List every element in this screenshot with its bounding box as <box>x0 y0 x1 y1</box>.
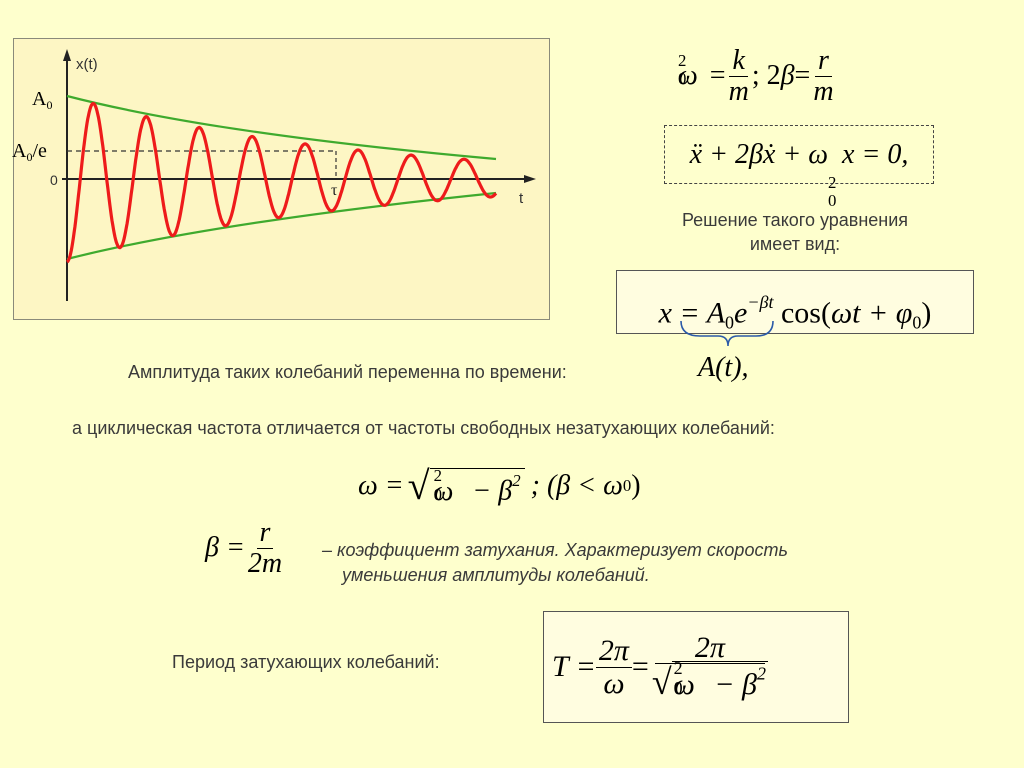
solution-line-2: имеет вид: <box>749 234 841 254</box>
damping-coefficient-text: – коэффициент затухания. Характеризует с… <box>322 538 788 588</box>
f4-omega: ω = <box>358 470 404 501</box>
graph-svg: x(t) t 0 τ <box>50 49 536 301</box>
f4-omega0-base: ω <box>433 475 454 507</box>
f6-omega: ω <box>603 666 625 700</box>
f6-eq: = <box>631 650 649 683</box>
f5-r: r <box>256 518 274 549</box>
a0-label-text: A <box>32 88 47 110</box>
f5-frac: r 2m <box>245 518 285 578</box>
a0e-label-sub: 0 <box>26 150 33 165</box>
coeff-line-2: уменьшения амплитуды колебаний. <box>342 565 650 585</box>
damped-oscillation-graph: x(t) t 0 τ <box>13 38 550 320</box>
lower-envelope <box>66 191 497 261</box>
f1-eq2: = <box>794 60 811 91</box>
solution-line-1: Решение такого уравнения <box>681 210 909 230</box>
f4-close: ) <box>631 470 641 501</box>
f1-sep: ; 2 <box>751 60 781 91</box>
amplitude-at-label: A(t), <box>698 352 749 383</box>
formula-solution: x = A0e−βt cos(ωt + φ0) <box>616 270 974 334</box>
f6-2pi: 2π <box>595 635 632 668</box>
f3-arg: ωt + φ <box>830 296 913 330</box>
f3-e: e <box>734 296 748 330</box>
a0-label-sub: 0 <box>46 98 53 113</box>
f2-part1: ẍ + 2βẋ + ω <box>689 139 829 170</box>
amplitude-underbrace <box>680 320 774 347</box>
f4-sqrt-sign: √ <box>407 463 430 508</box>
a0e-label-a: A <box>12 140 27 162</box>
f3-cos: cos( <box>773 296 831 330</box>
f3-close: ) <box>921 296 932 330</box>
f6-2pi-b: 2π <box>654 632 765 665</box>
upper-envelope <box>66 94 497 161</box>
f1-omega: ω <box>678 60 698 91</box>
coeff-line-1: – коэффициент затухания. Характеризует с… <box>322 540 788 560</box>
f4-sup: 2 <box>433 466 443 486</box>
f6-root-omega: ω <box>673 668 695 702</box>
f1-omega-sup: 2 <box>678 50 687 70</box>
f2-part2: x = 0, <box>842 139 909 170</box>
tau-label: τ <box>331 182 338 199</box>
formula-period: T = 2π ω = 2π √ω 2 0 − β2 <box>543 611 849 723</box>
period-text: Период затухающих колебаний: <box>172 652 440 672</box>
f2-sup: 2 <box>828 172 837 192</box>
f1-omega-sub: 0 <box>678 69 687 89</box>
a0e-label-b: /e <box>32 140 47 162</box>
damped-curve <box>66 101 498 264</box>
f4-minus: − β <box>465 475 513 507</box>
f6-den: √ω 2 0 − β2 <box>649 659 771 703</box>
solution-text: Решение такого уравнения имеет вид: <box>610 208 980 256</box>
f6-frac2: 2π √ω 2 0 − β2 <box>649 632 771 702</box>
f2-sub: 0 <box>828 191 837 211</box>
a0-label: A0 <box>32 88 52 113</box>
x-axis-arrow <box>524 175 536 183</box>
f1-m: m <box>728 75 749 107</box>
f6-frac1: 2π ω <box>595 635 632 700</box>
f4-condsub: 0 <box>622 476 632 495</box>
y-axis-arrow <box>63 49 71 61</box>
f6-root-sup: 2 <box>673 658 683 679</box>
y-axis-label: x(t) <box>76 56 98 73</box>
f1-eq: = <box>709 60 726 91</box>
f6-root-sub: 0 <box>673 678 683 699</box>
f3-part1: x = A <box>658 296 726 330</box>
formula-beta: β = r 2m <box>205 514 285 582</box>
f1-r: r <box>815 46 832 77</box>
f1-m2: m <box>813 75 834 107</box>
amplitude-text: Амплитуда таких колебаний переменна по в… <box>128 362 567 382</box>
f1-beta: β <box>780 60 795 91</box>
f6-root-minus: − β <box>706 668 757 702</box>
f3-exp: −βt <box>747 292 774 312</box>
f4-cond: ; (β < ω <box>530 470 623 501</box>
a0e-label: A0/e <box>12 140 47 165</box>
f5-beta: β = <box>205 532 245 563</box>
cyclic-frequency-text: а циклическая частота отличается от част… <box>72 418 775 438</box>
f4-sup2: 2 <box>512 471 521 491</box>
f1-k: k <box>729 46 748 77</box>
f6-sqrt-sign: √ <box>651 662 672 703</box>
f5-2m: 2m <box>247 547 283 579</box>
f6-T: T = <box>552 650 596 683</box>
f3-sub: 0 <box>725 312 735 333</box>
f4-sub: 0 <box>433 484 443 504</box>
zero-label: 0 <box>50 172 58 188</box>
f3-phisub: 0 <box>912 312 922 333</box>
f6-root-sup2: 2 <box>756 663 766 684</box>
x-axis-label: t <box>519 190 524 207</box>
